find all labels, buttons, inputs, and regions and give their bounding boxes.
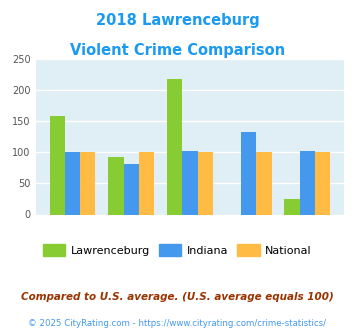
Text: 2018 Lawrenceburg: 2018 Lawrenceburg — [95, 13, 260, 28]
Bar — [256, 152, 272, 214]
Bar — [167, 79, 182, 214]
Bar — [65, 152, 80, 214]
Bar — [315, 152, 330, 214]
Bar — [50, 116, 65, 214]
Bar — [80, 152, 95, 214]
Text: Compared to U.S. average. (U.S. average equals 100): Compared to U.S. average. (U.S. average … — [21, 292, 334, 302]
Bar — [284, 199, 300, 214]
Bar — [124, 164, 139, 214]
Bar — [300, 150, 315, 214]
Bar — [182, 150, 198, 214]
Bar — [198, 152, 213, 214]
Text: © 2025 CityRating.com - https://www.cityrating.com/crime-statistics/: © 2025 CityRating.com - https://www.city… — [28, 319, 327, 328]
Bar — [241, 132, 256, 214]
Text: Violent Crime Comparison: Violent Crime Comparison — [70, 43, 285, 58]
Legend: Lawrenceburg, Indiana, National: Lawrenceburg, Indiana, National — [39, 240, 316, 260]
Bar — [139, 152, 154, 214]
Bar — [108, 157, 124, 214]
